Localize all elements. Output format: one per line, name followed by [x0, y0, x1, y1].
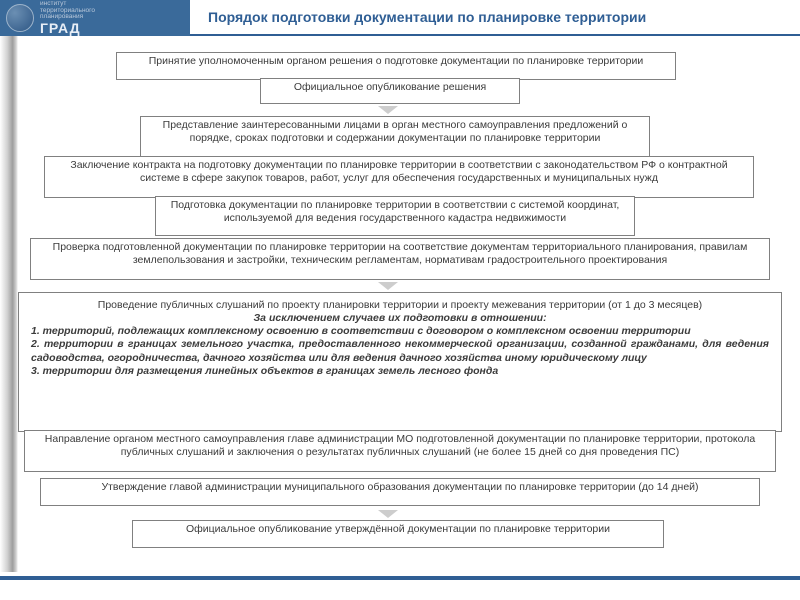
- org-acronym: ГРАД: [40, 20, 81, 36]
- flow-arrow-icon: [378, 510, 398, 518]
- flow-node-n10: Официальное опубликование утверждённой д…: [132, 520, 664, 548]
- flowchart-canvas: Принятие уполномоченным органом решения …: [0, 36, 800, 572]
- flow-arrow-icon: [378, 282, 398, 290]
- flow-node-n6: Проверка подготовленной документации по …: [30, 238, 770, 280]
- flow-node-item: 3. территории для размещения линейных об…: [31, 365, 769, 378]
- flow-node-n8: Направление органом местного самоуправле…: [24, 430, 776, 472]
- flow-node-n2: Официальное опубликование решения: [260, 78, 520, 104]
- flow-node-sub: За исключением случаев их подготовки в о…: [31, 312, 769, 325]
- flow-node-item: 1. территорий, подлежащих комплексному о…: [31, 325, 769, 338]
- header: институт территориального планирования Г…: [0, 0, 800, 36]
- flow-node-n7: Проведение публичных слушаний по проекту…: [18, 292, 782, 432]
- flow-node-n9: Утверждение главой администрации муницип…: [40, 478, 760, 506]
- flow-node-n3: Представление заинтересованными лицами в…: [140, 116, 650, 158]
- flow-arrow-icon: [378, 106, 398, 114]
- flow-node-n5: Подготовка документации по планировке те…: [155, 196, 635, 236]
- org-logo-block: институт территориального планирования Г…: [0, 0, 190, 36]
- footer-space: [0, 580, 800, 600]
- flow-node-lead: Проведение публичных слушаний по проекту…: [31, 299, 769, 312]
- page-title: Порядок подготовки документации по плани…: [190, 0, 800, 36]
- flow-node-n4: Заключение контракта на подготовку докум…: [44, 156, 754, 198]
- globe-icon: [6, 4, 34, 32]
- flow-node-item: 2. территории в границах земельного учас…: [31, 338, 769, 364]
- flow-node-n1: Принятие уполномоченным органом решения …: [116, 52, 676, 80]
- org-name: институт территориального планирования Г…: [40, 1, 95, 35]
